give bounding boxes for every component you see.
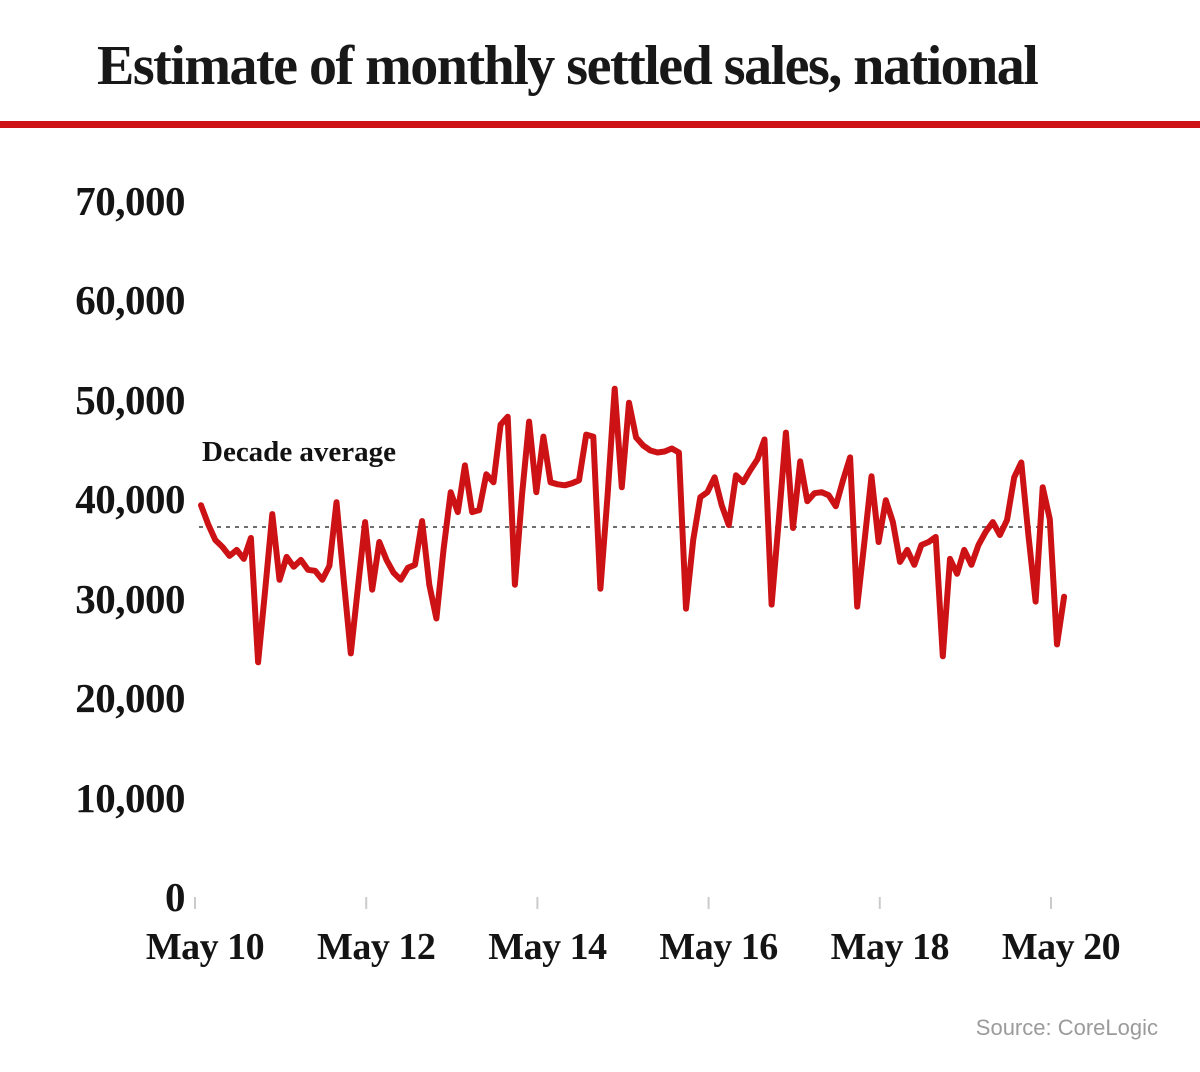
source-note: Source: CoreLogic <box>975 1015 1158 1040</box>
y-axis-label: 10,000 <box>75 774 185 821</box>
x-axis-label: May 20 <box>1001 926 1121 968</box>
decade-average-label: Decade average <box>202 436 397 468</box>
y-axis-label: 0 <box>165 874 186 920</box>
x-axis-label: May 10 <box>145 926 265 968</box>
x-axis-label: May 18 <box>830 926 950 968</box>
y-axis-label: 60,000 <box>75 277 185 324</box>
y-axis-label: 20,000 <box>75 675 185 722</box>
x-axis-label: May 12 <box>317 926 436 968</box>
y-axis-label: 30,000 <box>75 575 185 622</box>
settled-sales-line <box>198 385 1068 666</box>
y-axis-label: 50,000 <box>75 376 185 423</box>
x-axis-label: May 16 <box>659 926 778 968</box>
title-rule <box>0 121 1200 128</box>
y-axis-label: 40,000 <box>75 476 185 523</box>
y-axis-label: 70,000 <box>75 177 185 224</box>
chart-title: Estimate of monthly settled sales, natio… <box>97 35 1039 97</box>
x-axis-label: May 14 <box>488 926 607 968</box>
